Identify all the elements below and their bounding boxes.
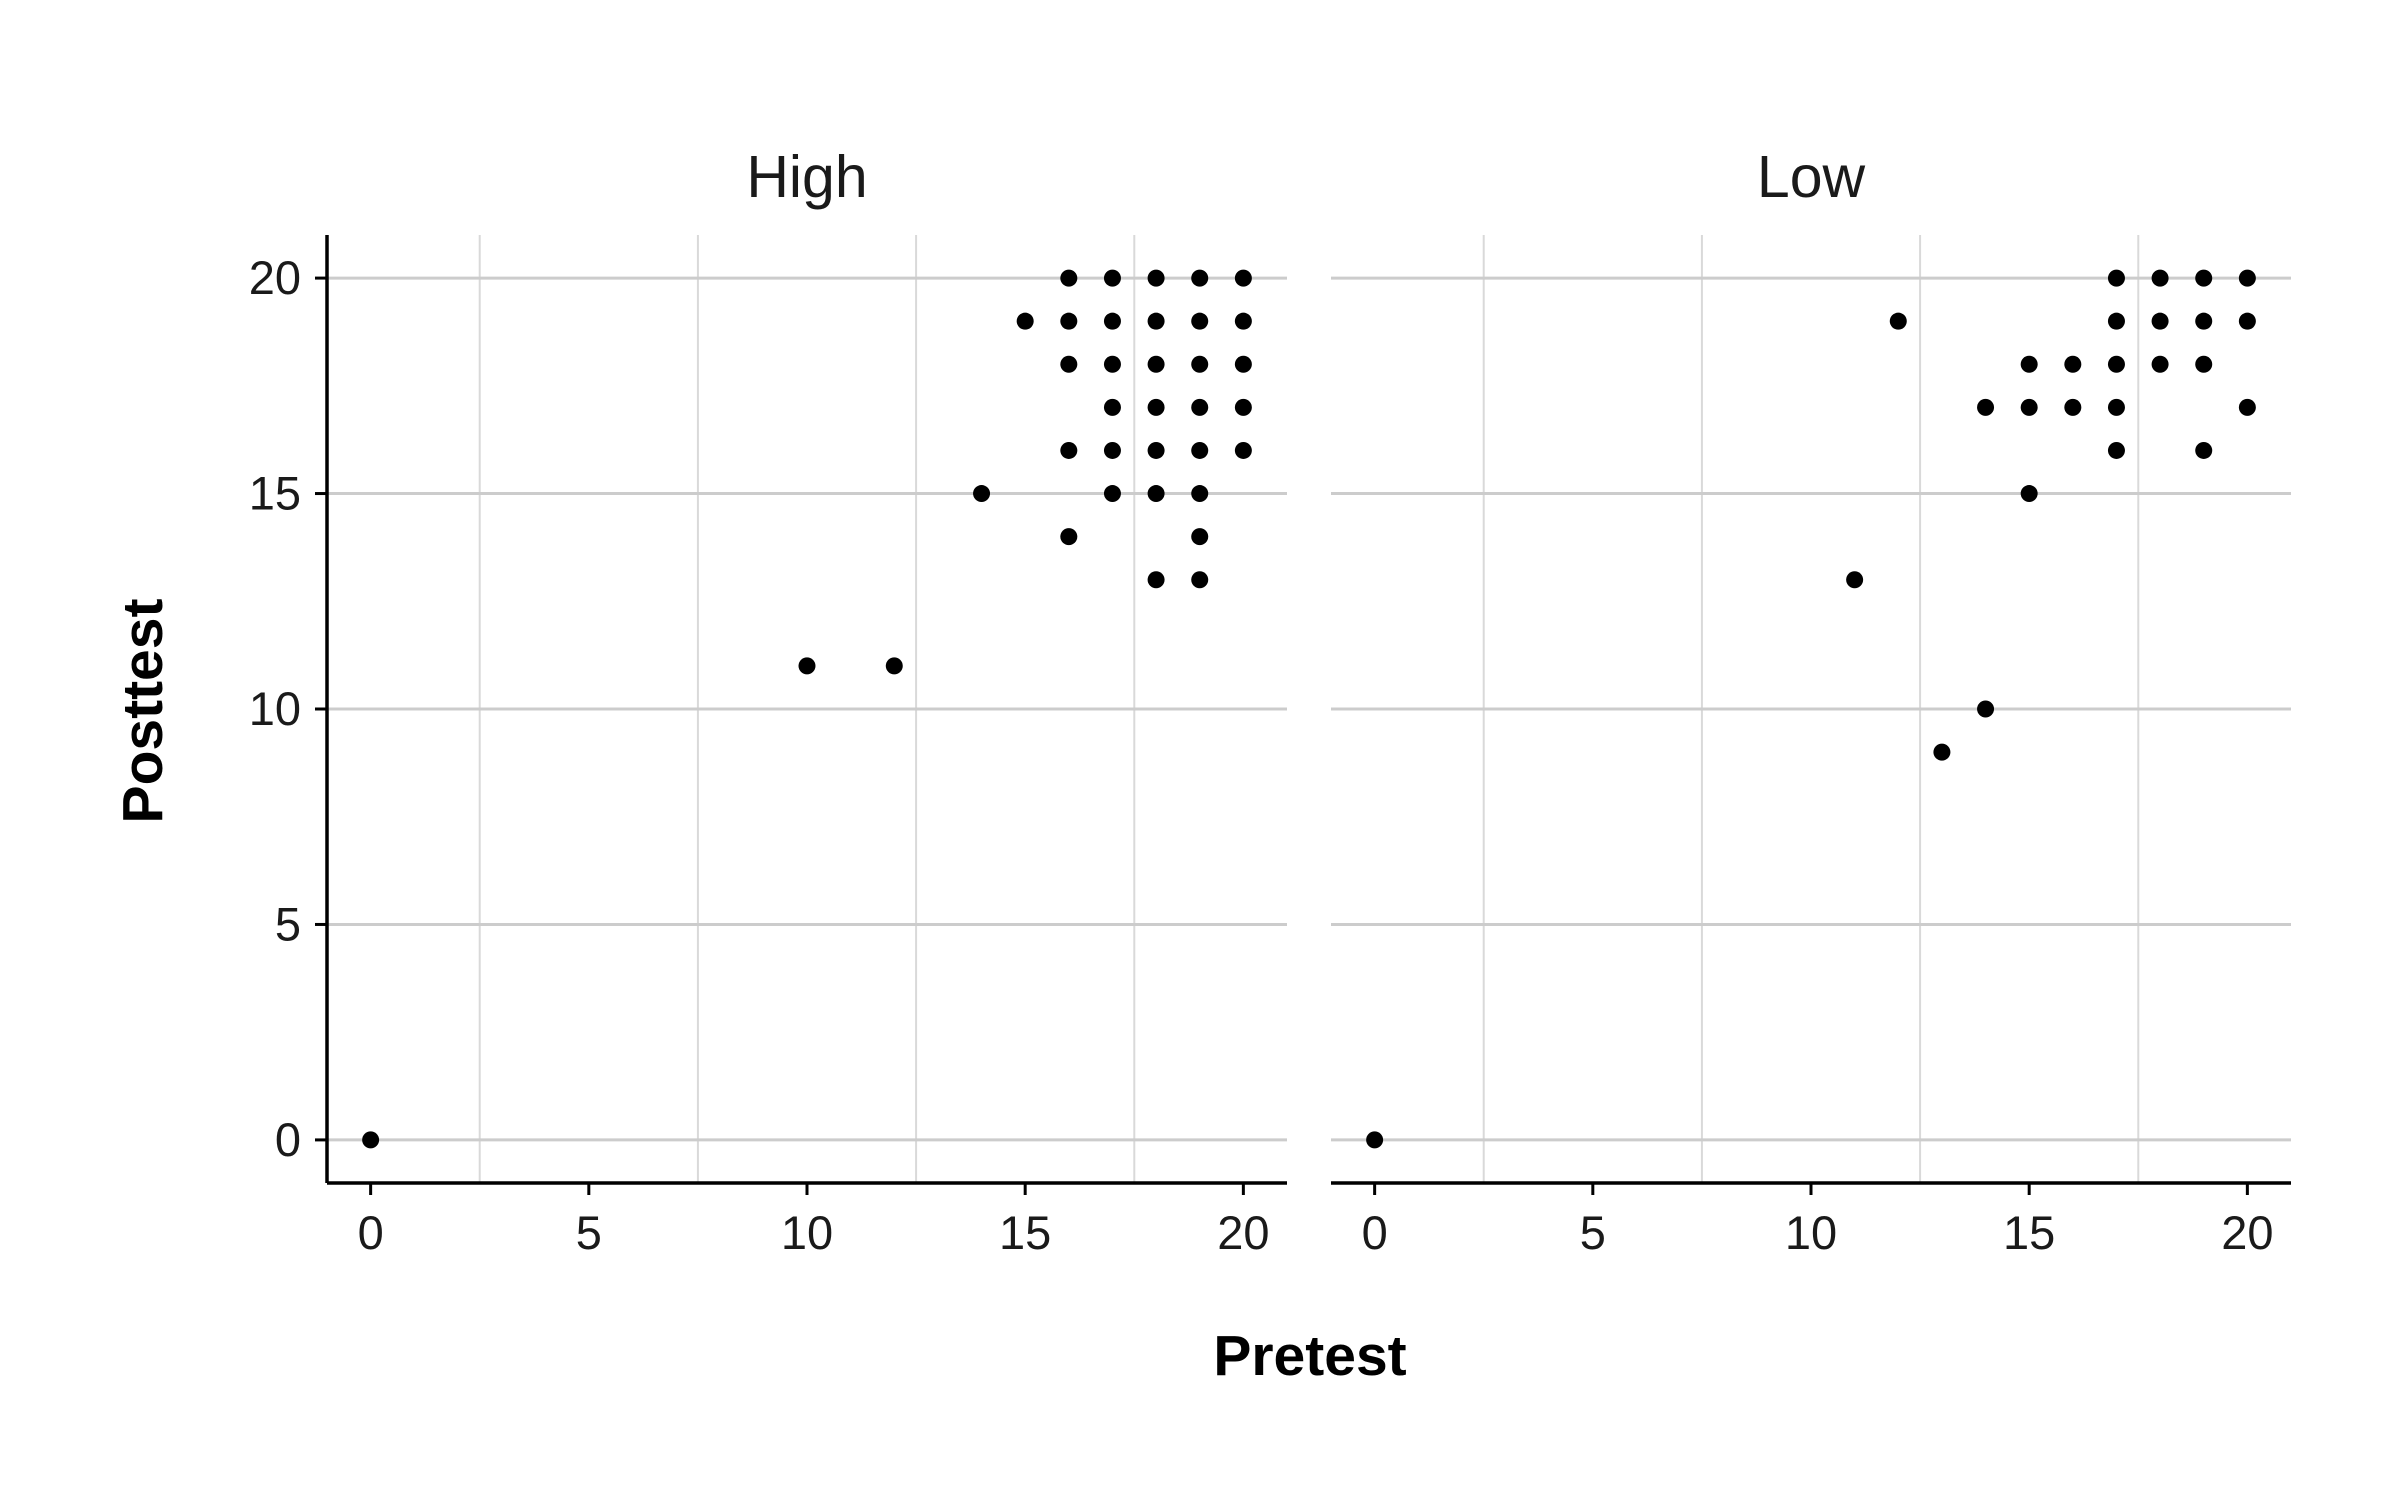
data-point [1060,312,1078,330]
data-point [1191,398,1209,416]
data-point [1060,528,1078,546]
data-point [1060,355,1078,373]
data-point [1147,312,1165,330]
y-axis-title: Posttest [111,599,175,824]
data-point [1366,1131,1384,1149]
data-point [1103,485,1121,503]
data-point [2195,312,2213,330]
data-point [1147,485,1165,503]
x-tick-label: 5 [1580,1206,1606,1259]
data-point [1147,571,1165,589]
data-point [2107,355,2125,373]
data-point [1103,312,1121,330]
data-point [2151,269,2169,287]
data-point [2020,398,2038,416]
data-point [1846,571,1864,589]
panel-title: Low [1757,144,1866,210]
panels-layer: 0 5 10 15 20 0 5 10 15 20 High 0 5 10 15 20 Low [249,144,2291,1259]
data-point [973,485,991,503]
y-tick-label: 0 [275,1113,301,1166]
data-point [1234,441,1252,459]
x-tick-label: 15 [2003,1206,2055,1259]
data-point [1103,398,1121,416]
data-point [1234,269,1252,287]
data-point [2107,441,2125,459]
data-point [1191,571,1209,589]
x-tick-label: 10 [781,1206,833,1259]
x-tick-label: 20 [2221,1206,2273,1259]
y-tick-label: 10 [249,682,301,735]
data-point [1060,441,1078,459]
data-point [1977,700,1995,718]
facet-panel-low: 0 5 10 15 20 Low [1331,144,2291,1259]
y-tick-label: 20 [249,251,301,304]
data-point [1060,269,1078,287]
data-point [2107,312,2125,330]
x-tick-label: 10 [1785,1206,1837,1259]
data-point [2238,398,2256,416]
data-point [2151,355,2169,373]
data-point [2064,398,2082,416]
y-tick-label: 15 [249,467,301,520]
panel-title: High [746,144,867,210]
data-point [885,657,903,675]
x-tick-label: 5 [576,1206,602,1259]
data-point [362,1131,380,1149]
x-axis-title: Pretest [1213,1324,1406,1388]
data-point [1191,269,1209,287]
data-point [2020,355,2038,373]
data-point [1016,312,1034,330]
data-point [2064,355,2082,373]
data-point [1191,485,1209,503]
data-point [1147,269,1165,287]
data-point [798,657,816,675]
data-point [2238,312,2256,330]
data-point [2107,269,2125,287]
data-point [2195,441,2213,459]
data-point [1191,528,1209,546]
data-point [1977,398,1995,416]
y-tick-label: 5 [275,897,301,950]
data-point [1147,398,1165,416]
data-point [1191,441,1209,459]
x-tick-label: 20 [1217,1206,1269,1259]
data-point [1191,355,1209,373]
facet-panel-high: 0 5 10 15 20 0 5 10 15 20 High [249,144,1287,1259]
data-point [1147,355,1165,373]
data-point [2107,398,2125,416]
data-point [2238,269,2256,287]
x-tick-label: 0 [1362,1206,1388,1259]
data-point [2195,355,2213,373]
data-point [1191,312,1209,330]
data-point [1234,398,1252,416]
data-point [1234,312,1252,330]
x-tick-label: 0 [358,1206,384,1259]
data-point [2151,312,2169,330]
data-point [1103,269,1121,287]
data-point [1933,743,1951,761]
x-tick-label: 15 [999,1206,1051,1259]
data-point [1889,312,1907,330]
data-point [2020,485,2038,503]
data-point [2195,269,2213,287]
data-point [1103,441,1121,459]
data-point [1147,441,1165,459]
data-point [1103,355,1121,373]
data-point [1234,355,1252,373]
